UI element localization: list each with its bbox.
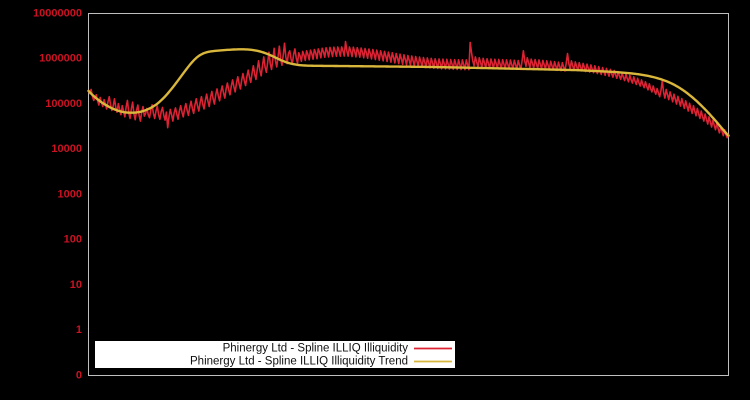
y-tick-label: 10000 [51, 143, 82, 155]
chart-legend[interactable]: Phinergy Ltd - Spline ILLIQ Illiquidity … [95, 341, 455, 368]
y-tick-label: 100 [64, 234, 82, 246]
plot-area-frame [88, 13, 729, 376]
y-tick-label: 1000000 [39, 53, 82, 65]
y-tick-label: 100000 [45, 98, 82, 110]
y-tick-label: 10 [70, 279, 82, 291]
y-tick-label: 1 [76, 324, 82, 336]
y-tick-label: 0 [76, 369, 82, 381]
y-tick-label: 10000000 [33, 7, 82, 19]
series-illiquidity-line [87, 40, 730, 139]
series-illiquidity-trend-line [87, 48, 730, 137]
y-tick-label: 1000 [58, 188, 82, 200]
legend-background [95, 341, 455, 368]
legend-label-illiquidity: Phinergy Ltd - Spline ILLIQ Illiquidity [223, 343, 409, 355]
legend-label-illiquidity-trend: Phinergy Ltd - Spline ILLIQ Illiquidity … [190, 356, 408, 368]
